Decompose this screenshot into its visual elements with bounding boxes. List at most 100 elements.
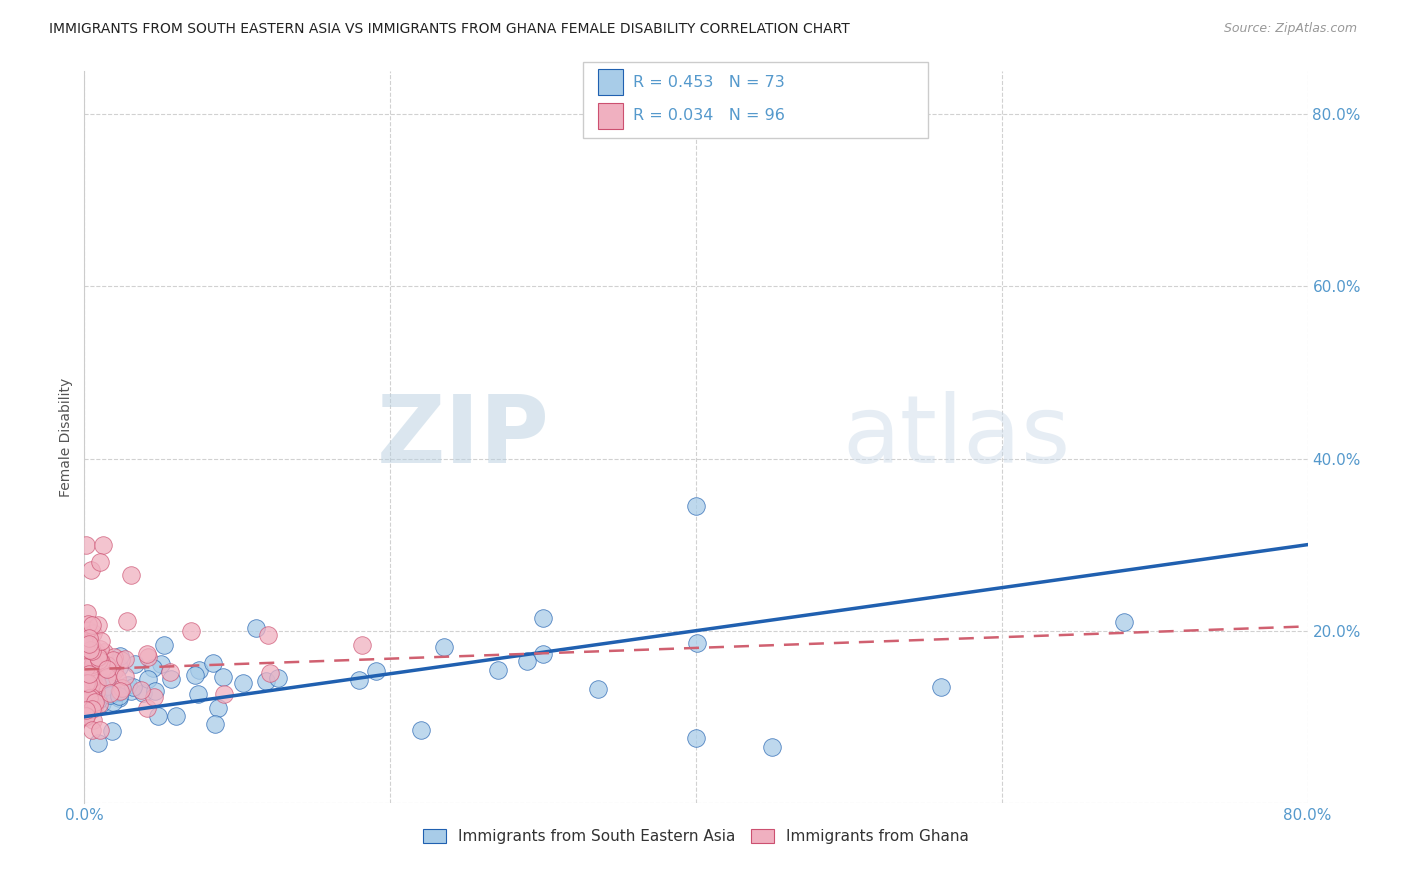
- Point: [111, 681, 134, 695]
- Point: [110, 681, 132, 695]
- Point: [409, 723, 432, 737]
- Point: [86, 646, 108, 660]
- Point: [207, 701, 229, 715]
- Point: [77, 617, 100, 632]
- Point: [120, 567, 142, 582]
- Point: [90, 664, 112, 678]
- Point: [212, 687, 235, 701]
- Point: [86, 735, 108, 749]
- Point: [254, 673, 277, 688]
- Point: [82, 648, 104, 662]
- Point: [120, 683, 142, 698]
- Point: [82, 657, 104, 671]
- Point: [188, 664, 211, 678]
- Point: [89, 555, 111, 569]
- Point: [75, 677, 97, 691]
- Point: [98, 686, 121, 700]
- Point: [110, 653, 132, 667]
- Point: [80, 723, 103, 737]
- Point: [84, 675, 107, 690]
- Point: [267, 672, 290, 686]
- Point: [82, 652, 104, 666]
- Point: [114, 669, 136, 683]
- Text: IMMIGRANTS FROM SOUTH EASTERN ASIA VS IMMIGRANTS FROM GHANA FEMALE DISABILITY CO: IMMIGRANTS FROM SOUTH EASTERN ASIA VS IM…: [49, 22, 851, 37]
- Point: [80, 673, 103, 687]
- Point: [103, 664, 125, 678]
- Point: [180, 624, 202, 638]
- Point: [97, 679, 120, 693]
- Point: [105, 671, 128, 685]
- Point: [486, 663, 509, 677]
- Point: [184, 668, 207, 682]
- Point: [96, 662, 118, 676]
- Point: [347, 673, 370, 687]
- Text: R = 0.453   N = 73: R = 0.453 N = 73: [633, 75, 785, 89]
- Point: [531, 611, 554, 625]
- Point: [91, 538, 114, 552]
- Point: [108, 660, 131, 674]
- Point: [77, 637, 100, 651]
- Point: [90, 634, 112, 648]
- Point: [75, 690, 97, 705]
- Point: [79, 659, 101, 673]
- Point: [142, 661, 165, 675]
- Point: [245, 621, 267, 635]
- Point: [87, 649, 110, 664]
- Point: [80, 640, 103, 654]
- Point: [75, 708, 97, 723]
- Point: [761, 739, 783, 754]
- Point: [108, 690, 131, 704]
- Point: [91, 662, 114, 676]
- Point: [77, 623, 100, 637]
- Point: [75, 538, 97, 552]
- Point: [1114, 615, 1136, 629]
- Point: [80, 649, 103, 664]
- Point: [76, 675, 98, 690]
- Point: [87, 618, 110, 632]
- Point: [84, 684, 107, 698]
- Point: [515, 654, 537, 668]
- Point: [350, 638, 373, 652]
- Point: [75, 660, 97, 674]
- Point: [212, 670, 235, 684]
- Text: atlas: atlas: [842, 391, 1071, 483]
- Point: [82, 645, 104, 659]
- Point: [232, 676, 254, 690]
- Point: [87, 693, 110, 707]
- Point: [257, 628, 280, 642]
- Point: [75, 674, 97, 689]
- Point: [685, 731, 707, 746]
- Point: [129, 683, 152, 698]
- Y-axis label: Female Disability: Female Disability: [59, 377, 73, 497]
- Point: [86, 676, 108, 690]
- Point: [146, 709, 169, 723]
- Point: [75, 703, 97, 717]
- Point: [79, 643, 101, 657]
- Point: [187, 687, 209, 701]
- Point: [531, 647, 554, 661]
- Point: [80, 699, 103, 714]
- Point: [202, 656, 225, 670]
- Point: [84, 694, 107, 708]
- Point: [77, 673, 100, 688]
- Point: [108, 690, 131, 705]
- Point: [586, 682, 609, 697]
- Point: [80, 644, 103, 658]
- Text: Source: ZipAtlas.com: Source: ZipAtlas.com: [1223, 22, 1357, 36]
- Point: [79, 648, 101, 662]
- Point: [82, 660, 104, 674]
- Point: [75, 665, 97, 679]
- Point: [114, 652, 136, 666]
- Point: [117, 678, 139, 692]
- Point: [76, 607, 98, 621]
- Point: [83, 699, 105, 714]
- Point: [83, 678, 105, 692]
- Point: [79, 694, 101, 708]
- Point: [79, 684, 101, 698]
- Point: [101, 723, 124, 738]
- Point: [77, 671, 100, 685]
- Point: [929, 680, 952, 694]
- Point: [82, 702, 104, 716]
- Point: [89, 642, 111, 657]
- Point: [103, 653, 125, 667]
